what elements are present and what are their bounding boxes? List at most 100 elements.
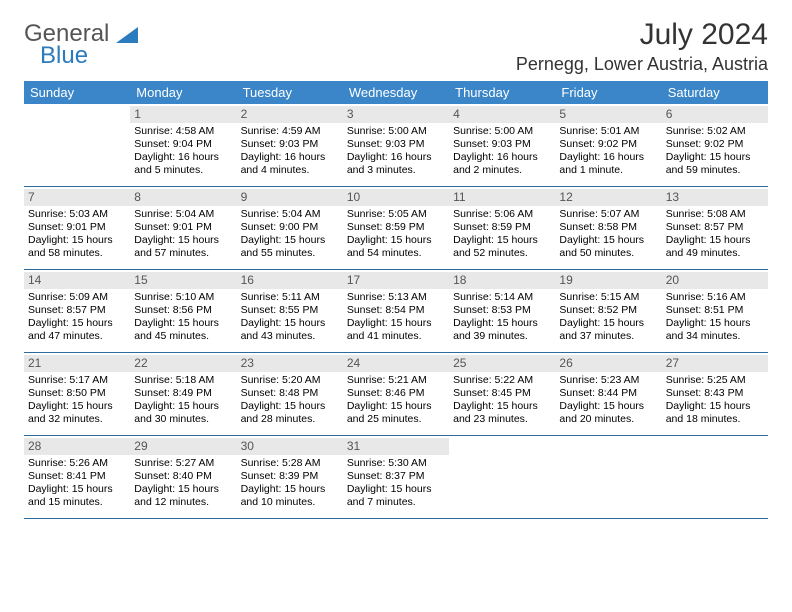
day-cell: 29Sunrise: 5:27 AMSunset: 8:40 PMDayligh… [130,436,236,518]
day-info-line: Sunset: 8:49 PM [134,387,232,400]
day-info-line: Sunrise: 5:13 AM [347,291,445,304]
month-title: July 2024 [516,18,768,52]
day-info-line: Sunrise: 5:06 AM [453,208,551,221]
day-info-line: and 45 minutes. [134,330,232,343]
day-info-line: Daylight: 16 hours [241,151,339,164]
day-info-line: Daylight: 15 hours [666,151,764,164]
day-info-line: Sunset: 9:01 PM [134,221,232,234]
day-info-line: Sunrise: 5:09 AM [28,291,126,304]
day-cell: 16Sunrise: 5:11 AMSunset: 8:55 PMDayligh… [237,270,343,352]
day-info-line: Sunset: 8:57 PM [28,304,126,317]
day-info-line: Daylight: 15 hours [559,234,657,247]
weekday-header-cell: Wednesday [343,81,449,104]
day-info-line: Sunset: 8:51 PM [666,304,764,317]
day-info-line: Sunset: 8:46 PM [347,387,445,400]
day-info-line: Sunrise: 5:30 AM [347,457,445,470]
day-info-line: Sunset: 9:03 PM [241,138,339,151]
day-info-line: Daylight: 15 hours [28,317,126,330]
day-info-line: Sunset: 9:00 PM [241,221,339,234]
day-cell: 22Sunrise: 5:18 AMSunset: 8:49 PMDayligh… [130,353,236,435]
day-info-line: Sunset: 8:52 PM [559,304,657,317]
day-number: 3 [343,106,449,123]
day-info-line: Sunset: 8:37 PM [347,470,445,483]
day-cell [24,104,130,186]
day-cell: 26Sunrise: 5:23 AMSunset: 8:44 PMDayligh… [555,353,661,435]
day-info-line: Daylight: 15 hours [559,317,657,330]
weekday-header-cell: Monday [130,81,236,104]
day-number: 4 [449,106,555,123]
calendar: SundayMondayTuesdayWednesdayThursdayFrid… [24,81,768,519]
day-number: 8 [130,189,236,206]
day-info-line: and 18 minutes. [666,413,764,426]
day-info-line: and 30 minutes. [134,413,232,426]
day-cell: 14Sunrise: 5:09 AMSunset: 8:57 PMDayligh… [24,270,130,352]
day-cell: 6Sunrise: 5:02 AMSunset: 9:02 PMDaylight… [662,104,768,186]
day-info-line: Daylight: 15 hours [666,317,764,330]
day-info-line: Sunrise: 5:00 AM [347,125,445,138]
day-info-line: Sunset: 9:02 PM [559,138,657,151]
day-info-line: Sunrise: 5:08 AM [666,208,764,221]
day-cell: 31Sunrise: 5:30 AMSunset: 8:37 PMDayligh… [343,436,449,518]
day-number: 13 [662,189,768,206]
day-info-line: Sunset: 8:40 PM [134,470,232,483]
day-cell: 21Sunrise: 5:17 AMSunset: 8:50 PMDayligh… [24,353,130,435]
day-info-line: Sunrise: 4:59 AM [241,125,339,138]
day-info-line: Sunset: 9:01 PM [28,221,126,234]
week-row: 7Sunrise: 5:03 AMSunset: 9:01 PMDaylight… [24,187,768,270]
day-cell [555,436,661,518]
header-right: July 2024 Pernegg, Lower Austria, Austri… [516,18,768,75]
day-number: 27 [662,355,768,372]
day-info-line: Sunrise: 5:23 AM [559,374,657,387]
day-cell: 1Sunrise: 4:58 AMSunset: 9:04 PMDaylight… [130,104,236,186]
day-info-line: Sunrise: 5:15 AM [559,291,657,304]
day-info-line: and 50 minutes. [559,247,657,260]
day-cell: 13Sunrise: 5:08 AMSunset: 8:57 PMDayligh… [662,187,768,269]
day-info-line: Daylight: 15 hours [28,483,126,496]
day-info-line: Daylight: 15 hours [453,234,551,247]
day-number: 1 [130,106,236,123]
day-info-line: Daylight: 15 hours [134,400,232,413]
day-number: 23 [237,355,343,372]
day-number: 30 [237,438,343,455]
day-cell: 9Sunrise: 5:04 AMSunset: 9:00 PMDaylight… [237,187,343,269]
day-info-line: and 37 minutes. [559,330,657,343]
weekday-header-cell: Friday [555,81,661,104]
day-info-line: and 12 minutes. [134,496,232,509]
day-info-line: and 49 minutes. [666,247,764,260]
week-row: 21Sunrise: 5:17 AMSunset: 8:50 PMDayligh… [24,353,768,436]
day-info-line: Sunrise: 5:11 AM [241,291,339,304]
day-info-line: and 58 minutes. [28,247,126,260]
day-info-line: and 7 minutes. [347,496,445,509]
day-info-line: Daylight: 15 hours [241,234,339,247]
weeks-container: 1Sunrise: 4:58 AMSunset: 9:04 PMDaylight… [24,104,768,519]
day-info-line: and 43 minutes. [241,330,339,343]
week-row: 14Sunrise: 5:09 AMSunset: 8:57 PMDayligh… [24,270,768,353]
day-cell: 15Sunrise: 5:10 AMSunset: 8:56 PMDayligh… [130,270,236,352]
day-number: 18 [449,272,555,289]
day-info-line: and 25 minutes. [347,413,445,426]
day-info-line: and 10 minutes. [241,496,339,509]
day-cell: 20Sunrise: 5:16 AMSunset: 8:51 PMDayligh… [662,270,768,352]
day-info-line: Sunset: 8:45 PM [453,387,551,400]
day-info-line: Sunset: 8:59 PM [347,221,445,234]
day-info-line: Sunrise: 5:21 AM [347,374,445,387]
day-info-line: and 2 minutes. [453,164,551,177]
day-cell: 25Sunrise: 5:22 AMSunset: 8:45 PMDayligh… [449,353,555,435]
day-number: 7 [24,189,130,206]
day-info-line: Sunset: 8:58 PM [559,221,657,234]
day-info-line: Sunrise: 5:17 AM [28,374,126,387]
day-info-line: Sunset: 8:57 PM [666,221,764,234]
day-info-line: and 20 minutes. [559,413,657,426]
day-number: 31 [343,438,449,455]
day-info-line: and 4 minutes. [241,164,339,177]
day-info-line: and 55 minutes. [241,247,339,260]
day-info-line: Sunset: 8:43 PM [666,387,764,400]
day-info-line: Sunrise: 5:04 AM [241,208,339,221]
day-info-line: Daylight: 15 hours [134,234,232,247]
day-info-line: and 32 minutes. [28,413,126,426]
weekday-header-row: SundayMondayTuesdayWednesdayThursdayFrid… [24,81,768,104]
day-info-line: Sunset: 8:44 PM [559,387,657,400]
day-info-line: Sunset: 9:03 PM [453,138,551,151]
day-number: 5 [555,106,661,123]
brand-text-block: General Blue [24,20,138,70]
